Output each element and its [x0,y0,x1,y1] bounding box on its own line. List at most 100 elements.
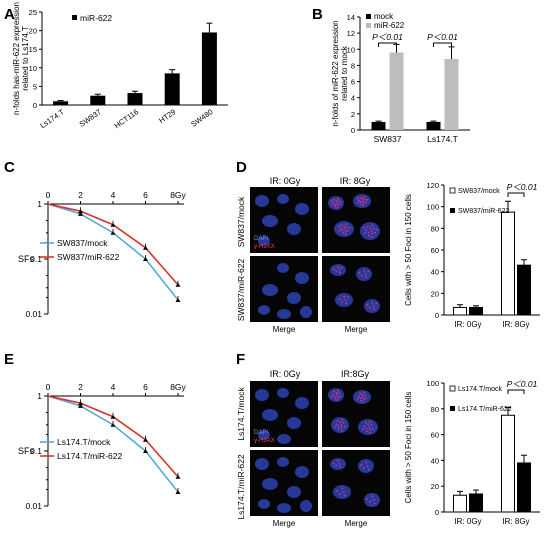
micro-f-focus [343,494,346,497]
micro-d-focus [367,234,370,237]
chart-d-ytick-label: 20 [431,289,439,298]
micro-f-focus [369,428,371,431]
chart-c-xtick-label: 2 [78,190,83,200]
chart-b-bar-mir-622 [389,52,404,131]
micro-d-nucleus [295,203,309,215]
micro-f-nucleus [277,457,289,467]
micro-f-nucleus [287,417,301,429]
micro-d-focus [344,230,347,233]
chart-f-legend-label: Ls174.T/miR-622 [458,406,512,413]
chart-a-ytick-label: 10 [29,64,37,73]
micro-d-focus [365,229,368,232]
chart-f-ytick-label: 0 [435,508,439,517]
chart-a-bar-mir-622 [53,101,69,105]
chart-c-legend-label: SW837/miR-622 [57,252,120,262]
chart-b-sig-bracket [433,42,452,47]
chart-b-sig-bracket [378,42,397,47]
micro-d-focus [369,306,371,309]
chart-f-ytick-label: 100 [426,379,439,388]
chart-d-ytick-label: 40 [431,268,439,277]
chart-f-bar-ls174-t-mock [453,494,467,513]
chart-d-legend-swatch [450,208,455,213]
micro-f-focus [366,498,368,501]
micro-f-focus [359,397,362,400]
micro-f-focus [357,395,360,398]
micro-d-nucleus [328,196,344,210]
micro-d-merge-label-1: Merge [273,325,296,334]
chart-c-ytick-label: 1 [37,199,42,209]
micro-f-focus [364,421,367,424]
chart-b-ylabel: n-folds of miR-622 expression [331,20,340,126]
chart-f-legend-swatch [450,406,455,411]
chart-a-xtick-label: SW837 [78,107,103,128]
chart-a-bar-mir-622 [201,32,217,105]
micro-d-focus [344,228,347,230]
micro-f-focus [361,393,364,396]
micro-f-focus [336,396,339,399]
chart-f-xtick-label: IR: 8Gy [502,517,529,526]
micro-d-nucleus [258,305,270,315]
micro-d-nucleus [262,284,278,296]
chart-f-ytick-label: 60 [431,431,439,440]
micro-f-nucleus [331,417,349,433]
micro-d-focus [337,266,340,269]
micro-d-focus [338,229,341,232]
chart-e-xtick-label: 4 [111,382,116,392]
micro-f-focus [336,419,339,422]
micro-d-focus [363,226,366,229]
micro-f-merge-label-2: Merge [345,519,368,528]
micro-d-focus [343,225,346,228]
micro-d-focus [338,225,340,228]
micro-d-focus [374,231,376,234]
micro-d-focus [340,266,343,269]
chart-b-bar-mock [371,121,386,130]
micro-f-focus [340,429,343,432]
micro-f-focus [365,397,368,400]
micro-d-focus [363,198,366,201]
micro-f-focus [365,430,368,433]
micro-f-focus [341,487,344,490]
chart-e-ytick-label: 0.01 [25,501,42,511]
micro-f-nucleus [277,388,289,398]
micro-f-focus [368,426,371,428]
chart-c-xtick-label: 6 [143,190,148,200]
micro-d-focus [344,233,347,236]
chart-c-xtick-label: 8Gy [170,190,186,200]
chart-b-ytick-label: 0 [351,126,355,135]
chart-b-ytick-label: 12 [347,29,355,38]
micro-f-nucleus [300,500,312,512]
micro-d-nucleus [277,194,289,204]
chart-a-ytick-label: 25 [29,8,37,17]
chart-b-ytick-label: 10 [347,45,355,54]
micro-d-stain-h2ax: γ-H2AX [254,244,275,250]
micro-d-nucleus [287,292,301,304]
micro-d-merge-label-2: Merge [345,325,368,334]
micro-f-focus [360,399,362,402]
chart-d-ytick-label: 60 [431,246,439,255]
micro-f-focus [363,391,365,394]
chart-d-legend-swatch [449,187,456,194]
micro-f-focus [337,389,339,392]
chart-d-sig-bracket [507,192,525,197]
chart-c-ylabel: SFs [18,254,35,264]
chart-d-sig-label: P＜0.01 [507,182,538,192]
micro-f-focus [362,401,365,403]
micro-d-focus [371,301,374,304]
micro-f-nucleus [277,503,291,513]
chart-c-legend-label: SW837/mock [57,238,108,248]
micro-f-focus [332,462,335,465]
micro-f-focus [371,495,374,498]
micro-d-focus [339,271,341,274]
chart-e-xtick-label: 8Gy [170,382,186,392]
micro-f-focus [335,464,338,467]
chart-d-bar-sw837-mir-622 [469,306,483,316]
micro-f-focus [341,419,344,421]
chart-f-bar-ls174-t-mir-622 [517,462,531,513]
chart-f-ylabel: Cells with > 50 Foci in 150 cells [404,392,413,504]
micro-d-focus [359,196,362,199]
micro-f-row-label-mock: Ls174.T/mock [236,387,246,441]
micro-d-focus [360,203,362,206]
micro-d-focus [347,229,350,232]
micro-d-focus [334,205,336,208]
